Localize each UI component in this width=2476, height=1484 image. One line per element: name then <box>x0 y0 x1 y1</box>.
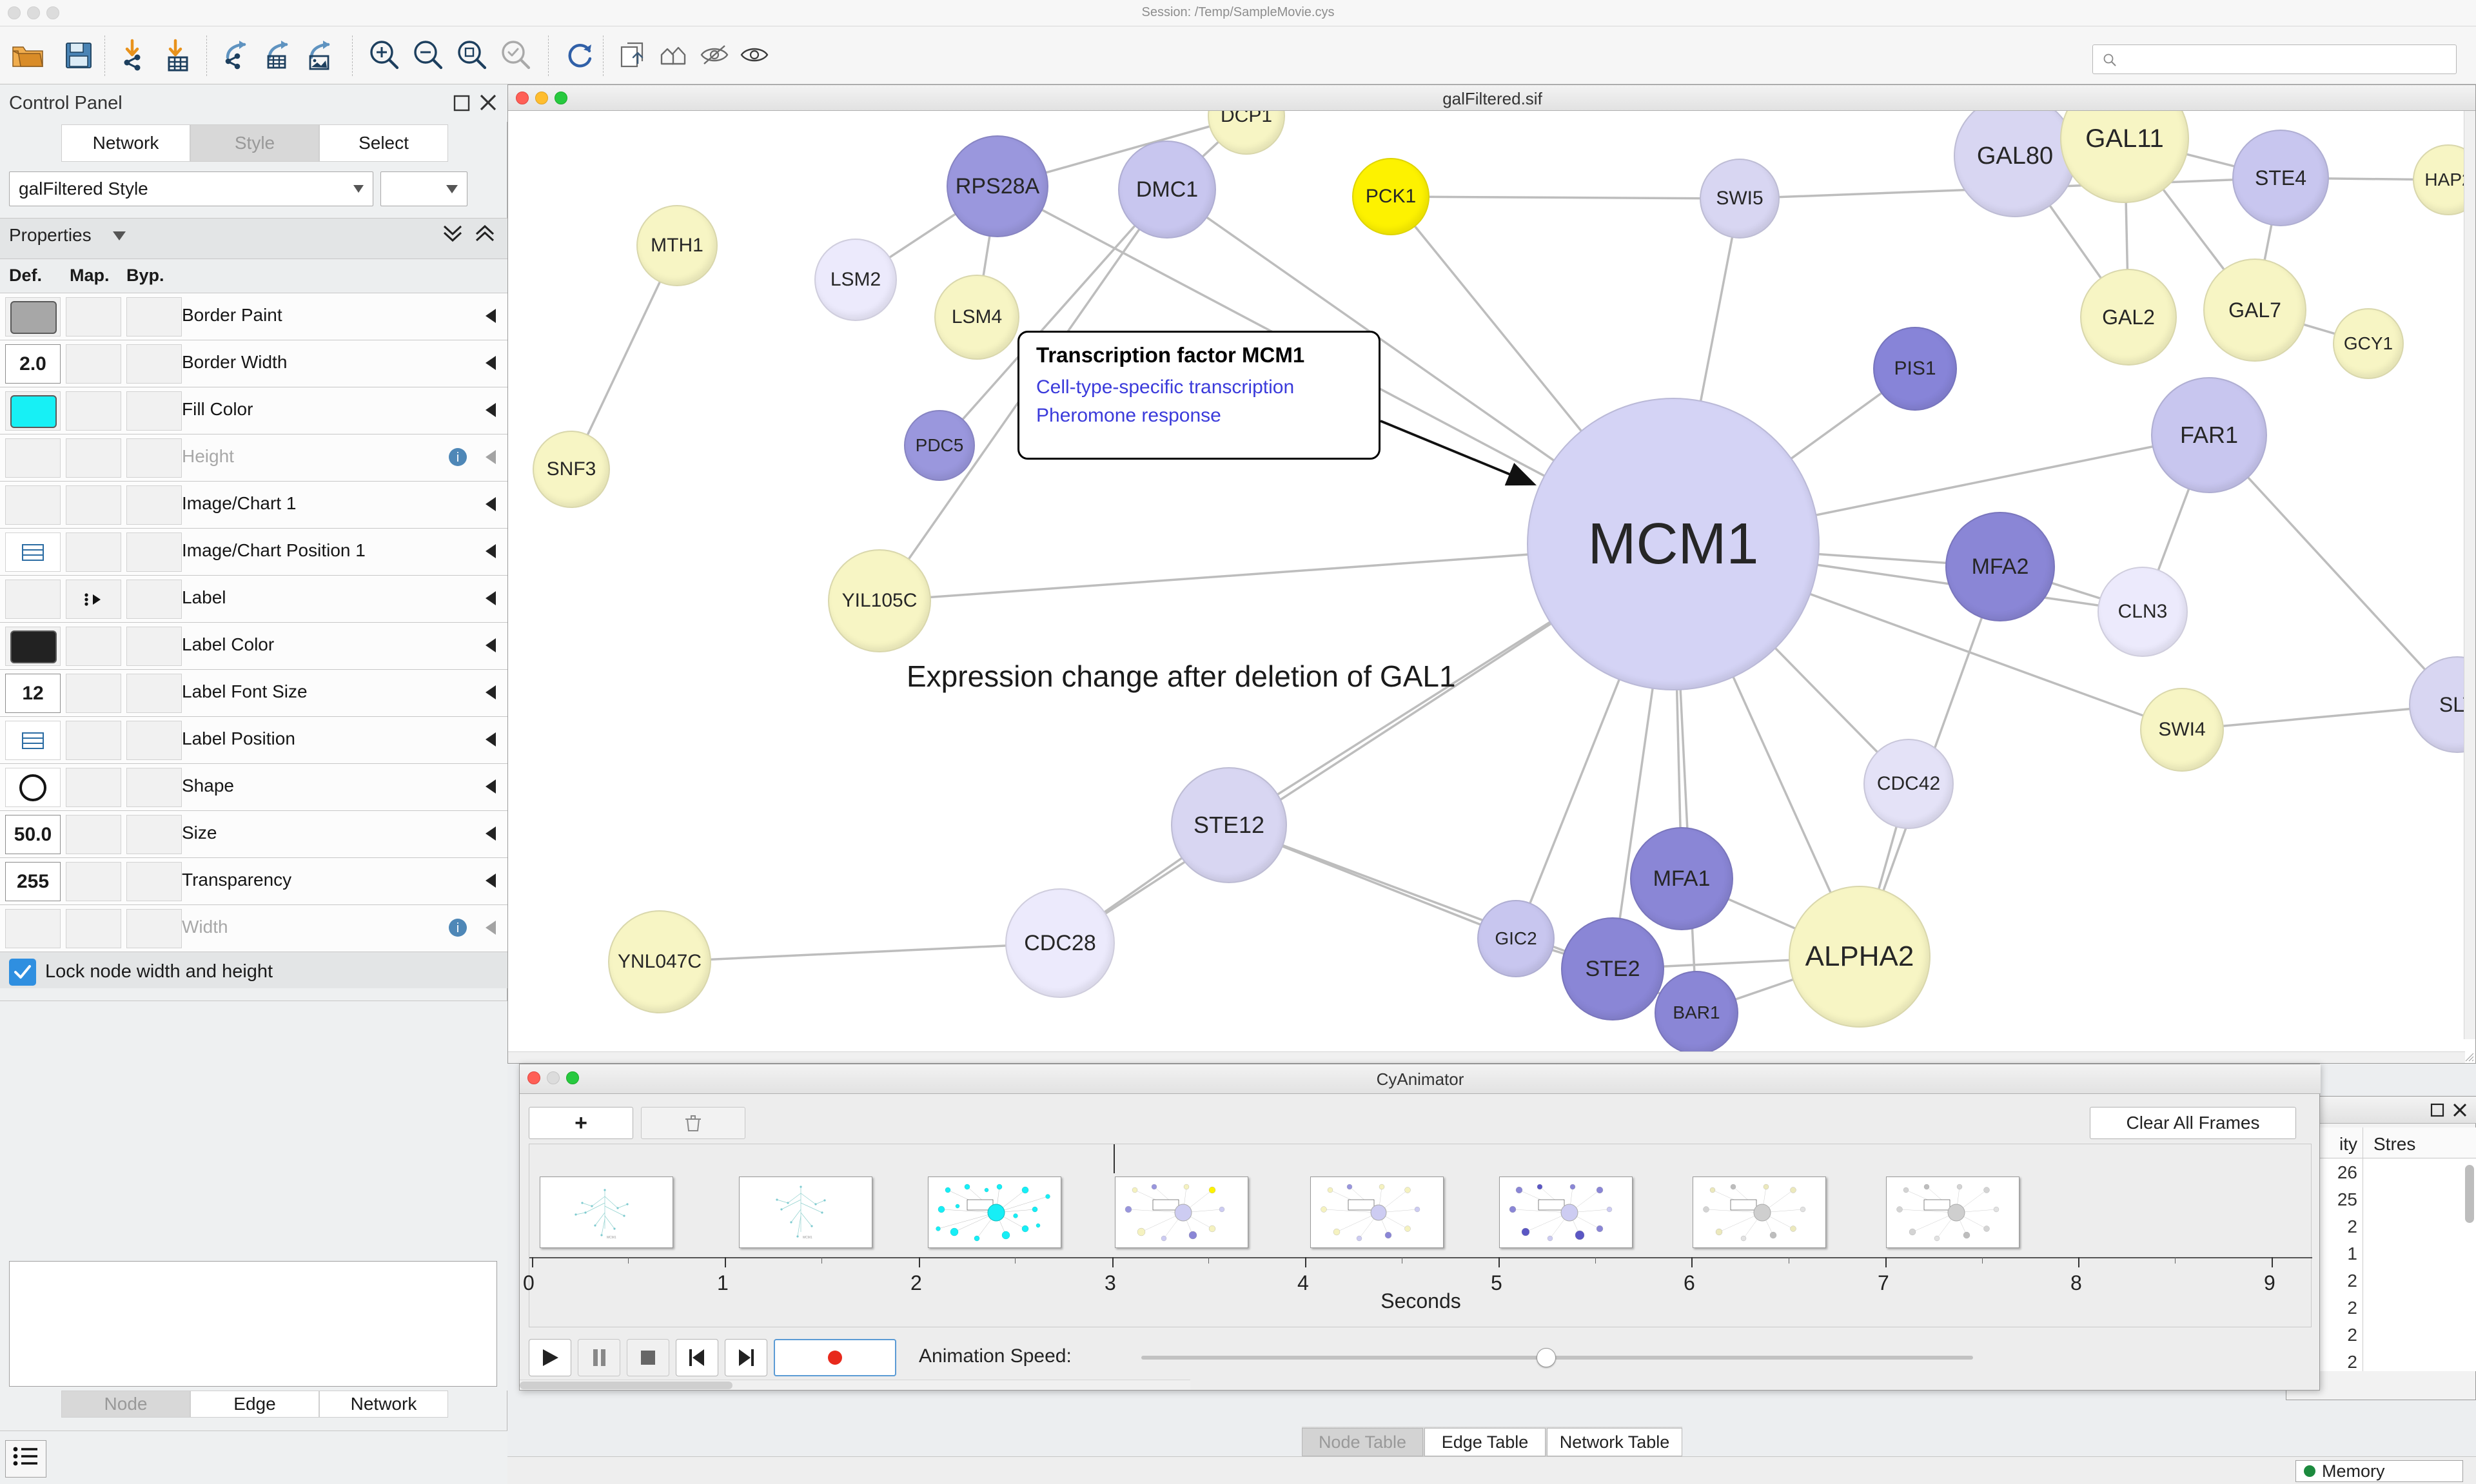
svg-text:i: i <box>457 921 459 935</box>
svg-text:MCM1: MCM1 <box>803 1236 812 1240</box>
svg-text:MCM1: MCM1 <box>607 1236 616 1240</box>
svg-text:i: i <box>457 451 459 465</box>
